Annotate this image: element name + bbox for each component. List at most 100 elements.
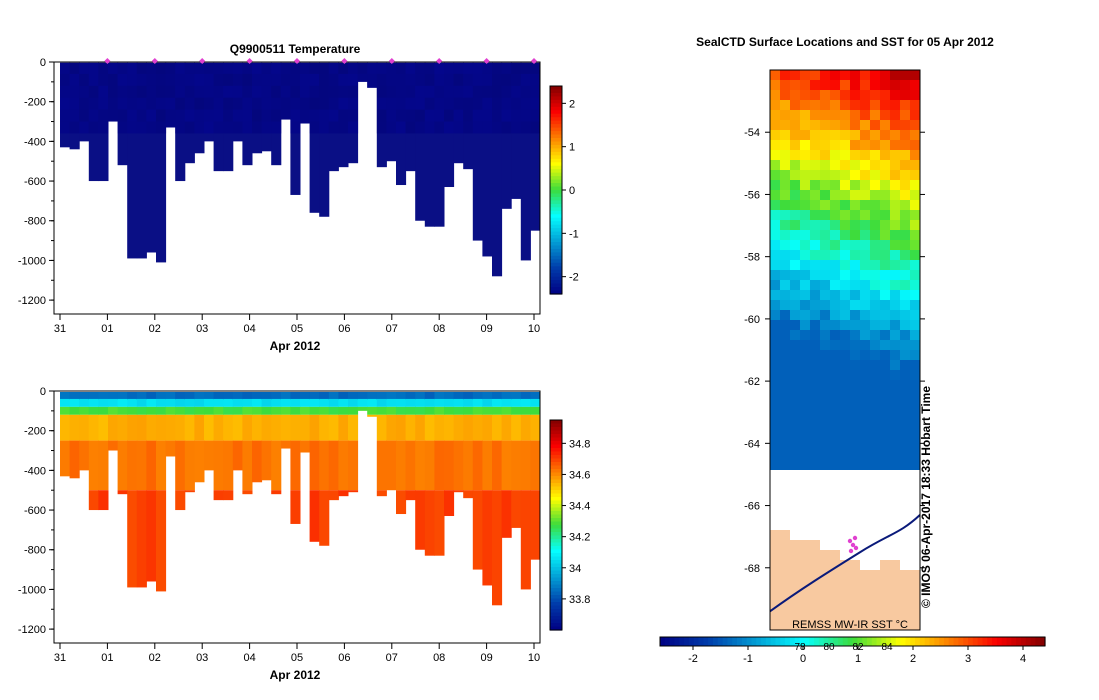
sst-cell: [820, 590, 831, 601]
temperature-cell: [204, 85, 215, 98]
salinity-layer: [501, 392, 512, 400]
temperature-profile: [520, 63, 531, 261]
sst-cell: [910, 420, 921, 431]
salinity-layer: [348, 414, 359, 441]
sst-cell: [870, 530, 881, 541]
salinity-layer: [444, 440, 455, 491]
temperature-cell: [136, 121, 147, 134]
colorbar-segment: [550, 141, 562, 146]
sst-cell: [830, 600, 841, 611]
temperature-cell: [223, 62, 234, 74]
temperature-cell: [348, 97, 359, 110]
temperature-cell: [290, 121, 301, 134]
sst-cell: [910, 350, 921, 361]
temperature-cell: [511, 85, 522, 98]
sst-cell: [780, 200, 791, 211]
temperature-cell: [492, 62, 503, 74]
sst-cell: [770, 100, 781, 111]
sst-cell: [860, 250, 871, 261]
sst-cell: [880, 390, 891, 401]
temperature-cell: [60, 73, 71, 86]
sst-cell: [830, 440, 841, 451]
sst-cell: [860, 480, 871, 491]
sst-cell: [840, 220, 851, 231]
salinity-layer: [386, 414, 397, 441]
salinity-layer: [300, 440, 311, 453]
sst-cell: [820, 280, 831, 291]
salinity-layer: [472, 414, 483, 441]
sst-cell: [880, 370, 891, 381]
salinity-layer: [338, 392, 349, 400]
colorbar-tick-label: 34.4: [569, 501, 590, 513]
sst-cell: [910, 530, 921, 541]
sst-cell: [770, 90, 781, 101]
sst-cell: [770, 430, 781, 441]
sst-cell: [810, 560, 821, 571]
colorbar-segment: [550, 588, 562, 593]
colorbar-tick-label: 34.8: [569, 438, 590, 450]
salinity-x-label: Apr 2012: [270, 668, 321, 682]
sst-cell: [780, 480, 791, 491]
colorbar-segment: [550, 465, 562, 470]
sst-cell: [880, 470, 891, 481]
sst-cell: [820, 260, 831, 271]
salinity-layer: [261, 440, 272, 481]
salinity-layer: [194, 392, 205, 400]
x-tick-label: 03: [196, 323, 208, 335]
sst-cell: [770, 520, 781, 531]
sst-cell: [910, 540, 921, 551]
copyright-label: © IMOS 06-Apr-2017 18:33 Hobart Time: [919, 386, 933, 608]
sst-cell: [780, 140, 791, 151]
sst-cell: [790, 540, 801, 551]
sst-cell: [910, 340, 921, 351]
sst-cell: [810, 290, 821, 301]
salinity-layer: [424, 398, 435, 407]
dive-marker: [151, 58, 158, 64]
temperature-cell: [127, 73, 138, 86]
sst-colorbar-tick-label: 1: [855, 653, 861, 665]
sst-cell: [840, 180, 851, 191]
sst-cell: [900, 460, 911, 471]
temperature-cell: [472, 97, 483, 110]
temperature-cell: [396, 73, 407, 86]
colorbar-segment: [550, 99, 562, 104]
temperature-cell: [136, 73, 147, 86]
sst-cell: [770, 380, 781, 391]
sst-cell: [780, 560, 791, 571]
sst-cell: [840, 100, 851, 111]
salinity-layer: [79, 406, 90, 415]
sst-cell: [850, 280, 861, 291]
salinity-layer: [223, 490, 234, 501]
temperature-cell: [405, 121, 416, 134]
sst-cell: [890, 270, 901, 281]
sst-cell: [820, 600, 831, 611]
sst-cell: [810, 280, 821, 291]
sst-cell: [770, 580, 781, 591]
sst-cell: [770, 360, 781, 371]
temperature-cell: [348, 85, 359, 98]
sst-cell: [880, 90, 891, 101]
sst-cell: [820, 160, 831, 171]
sst-cell: [900, 530, 911, 541]
temperature-cell: [300, 109, 311, 122]
salinity-layer: [300, 392, 311, 400]
colorbar-segment: [550, 504, 562, 509]
salinity-layer: [127, 414, 138, 441]
salinity-layer: [396, 414, 407, 441]
sst-cell: [860, 340, 871, 351]
sst-cell: [790, 410, 801, 421]
salinity-layer: [444, 414, 455, 441]
sst-cell: [840, 250, 851, 261]
sst-cell: [840, 230, 851, 241]
salinity-layer: [242, 440, 253, 491]
colorbar-segment: [550, 479, 562, 484]
sst-cell: [840, 80, 851, 91]
salinity-layer: [434, 414, 445, 441]
salinity-layer: [367, 414, 378, 417]
sst-cell: [870, 460, 881, 471]
sst-cell: [880, 220, 891, 231]
sst-cell: [790, 190, 801, 201]
salinity-layer: [271, 392, 282, 400]
salinity-layer: [405, 392, 416, 400]
temperature-cell: [520, 85, 531, 98]
